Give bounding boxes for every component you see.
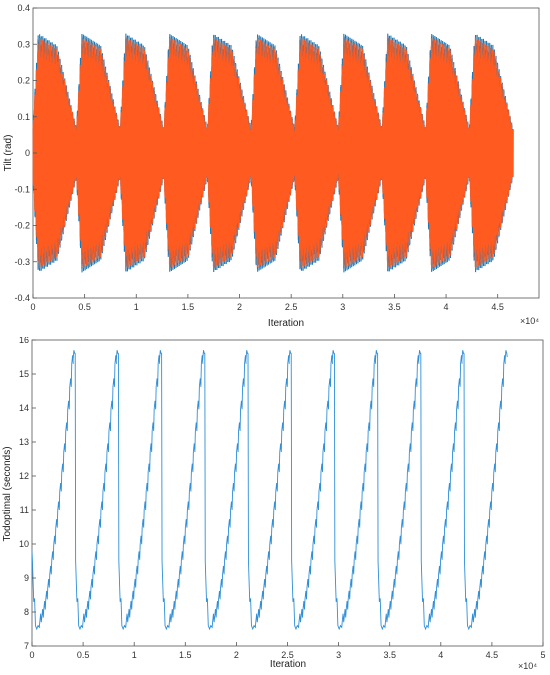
todoptimal-y-tick-label: 11 [20,505,29,515]
todoptimal-x-tick-label: 4.5 [486,650,499,660]
todoptimal-x-tick-label: 3.5 [383,650,396,660]
todoptimal-x-tick-label: 4 [438,650,443,660]
todoptimal-y-tick-label: 16 [19,337,29,345]
todoptimal-x-tick-label: 1.5 [179,650,192,660]
tilt-x-tick-label: 4 [444,302,449,312]
todoptimal-y-label: Todoptimal (seconds) [2,446,13,541]
tilt-y-tick-label: 0.3 [17,39,30,49]
tilt-y-tick-label: -0.1 [14,184,30,194]
todoptimal-y-tick-label: 14 [19,403,29,413]
tilt-x-tick-label: 0.5 [78,302,91,312]
todoptimal-x-tick-label: 5 [540,650,545,660]
todoptimal-y-tick-label: 10 [19,539,29,549]
todoptimal-x-tick-label: 2 [234,650,239,660]
todoptimal-plot-area [31,339,544,647]
todoptimal-y-tick-label: 9 [24,573,29,583]
tilt-x-tick-label: 3 [340,302,345,312]
todoptimal-y-tick-label: 12 [19,471,29,481]
tilt-x-ticks: 0 0.5 1 1.5 2 2.5 3 3.5 4 4.5 [30,294,504,312]
todoptimal-y-tick-label: 8 [24,607,29,617]
todoptimal-y-tick-label: 13 [19,437,29,447]
todoptimal-series-line [31,350,508,631]
tilt-x-tick-label: 1 [134,302,139,312]
todoptimal-x-ticks: 0 0.5 1 1.5 2 2.5 3 3.5 4 4.5 5 [29,642,546,660]
tilt-x-tick-label: 3.5 [388,302,401,312]
tilt-series-group [32,33,514,273]
tilt-chart: 0 0.5 1 1.5 2 2.5 3 3.5 4 4.5 -0.4 -0.3 -0.2 -0.1 0 0.… [3,3,540,329]
todoptimal-x-multiplier: ×10⁴ [518,661,537,671]
tilt-y-tick-label: 0.4 [17,3,30,13]
tilt-x-tick-label: 4.5 [491,302,504,312]
todoptimal-y-tick-label: 15 [19,369,29,379]
tilt-series-line [32,37,514,269]
tilt-y-label: Tilt (rad) [3,135,14,172]
tilt-y-tick-label: 0.1 [17,112,30,122]
todoptimal-x-tick-label: 1 [132,650,137,660]
tilt-x-multiplier: ×10⁴ [520,316,539,326]
tilt-x-tick-label: 1.5 [182,302,195,312]
todoptimal-series-group [31,350,508,631]
tilt-y-tick-label: 0 [25,148,30,158]
todoptimal-x-label: Iteration [270,659,306,670]
todoptimal-x-tick-label: 0 [29,650,34,660]
todoptimal-x-tick-label: 0.5 [77,650,90,660]
tilt-x-tick-label: 0 [30,302,35,312]
tilt-y-tick-label: -0.4 [14,293,30,303]
tilt-y-ticks: -0.4 -0.3 -0.2 -0.1 0 0.1 0.2 0.3 0.4 [14,3,37,303]
todoptimal-chart: 0 0.5 1 1.5 2 2.5 3 3.5 4 4.5 5 78910111213141516 … [2,337,546,671]
tilt-y-tick-label: 0.2 [17,76,30,86]
tilt-x-tick-label: 2 [237,302,242,312]
tilt-x-label: Iteration [268,318,304,329]
todoptimal-x-tick-label: 3 [336,650,341,660]
todoptimal-y-tick-label: 7 [24,641,29,651]
todoptimal-y-ticks: 7 8 9 10 11 12 13 14 15 16 [19,337,36,651]
todoptimal-x-tick-label: 2.5 [281,650,294,660]
tilt-x-tick-label: 2.5 [285,302,298,312]
tilt-y-tick-label: -0.2 [14,221,30,231]
tilt-y-tick-label: -0.3 [14,257,30,267]
